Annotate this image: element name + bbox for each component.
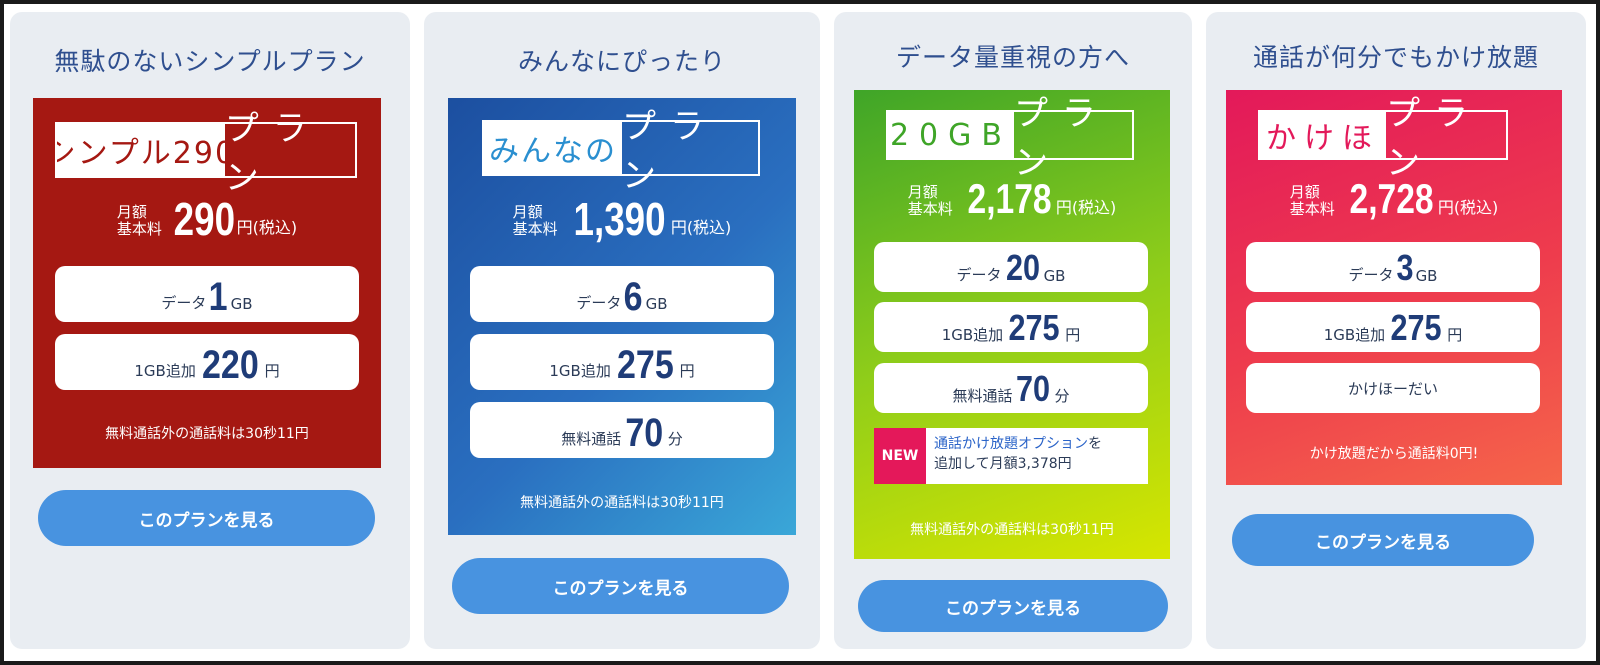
data-amount: 3 bbox=[1396, 247, 1414, 288]
price-label-monthly: 月額 bbox=[116, 203, 147, 221]
price-value: 2,728 bbox=[1349, 175, 1434, 222]
plan-logo: 20GB プラン bbox=[886, 94, 1134, 183]
plan-logo-suffix: プラン bbox=[621, 107, 718, 196]
view-plan-button[interactable]: このプランを見る bbox=[1232, 514, 1534, 566]
additional-data-price: 220 bbox=[201, 343, 259, 387]
price-unit: 円(税込) bbox=[1437, 198, 1499, 217]
data-allowance-row: データ 1 GB bbox=[55, 266, 359, 322]
price-label-monthly: 月額 bbox=[1289, 183, 1320, 201]
plan-logo: かけほ プラン bbox=[1258, 94, 1508, 183]
unlimited-call-row: かけほーだい bbox=[1246, 363, 1540, 413]
price-label-base: 基本料 bbox=[907, 200, 953, 218]
plan-logo-name: 20GB bbox=[888, 112, 1014, 158]
data-allowance-row: データ 6 GB bbox=[470, 266, 774, 322]
plan-logo: シンプル290 プラン bbox=[55, 109, 357, 198]
plan-card-simple: 無駄のないシンプルプラン シンプル290 プラン 月額 基本料 290 円(税込… bbox=[10, 12, 410, 649]
plan-panel: かけほ プラン 月額 基本料 2,728 円(税込) データ 3 GB 1GB追… bbox=[1226, 90, 1562, 485]
plan-logo: みんなの プラン bbox=[482, 107, 760, 196]
view-plan-button[interactable]: このプランを見る bbox=[452, 558, 789, 614]
view-plan-button[interactable]: このプランを見る bbox=[858, 580, 1168, 632]
plan-tagline: みんなにぴったり bbox=[517, 47, 726, 76]
plan-card-kakeho: 通話が何分でもかけ放題 かけほ プラン 月額 基本料 2,728 円(税込) デ… bbox=[1206, 12, 1586, 649]
price-label-base: 基本料 bbox=[116, 220, 162, 238]
call-rate-note: 無料通話外の通話料は30秒11円 bbox=[105, 426, 309, 442]
plan-logo-name: みんなの bbox=[484, 122, 622, 174]
monthly-price: 月額 基本料 2,728 円(税込) bbox=[1226, 176, 1562, 222]
call-rate-note: 無料通話外の通話料は30秒11円 bbox=[910, 522, 1114, 538]
plan-tagline: データ量重視の方へ bbox=[895, 43, 1130, 72]
additional-data-price: 275 bbox=[1008, 307, 1060, 348]
plan-panel: 20GB プラン 月額 基本料 2,178 円(税込) データ 20 GB 1G… bbox=[854, 90, 1170, 559]
price-unit: 円(税込) bbox=[236, 218, 298, 237]
plan-logo-suffix: プラン bbox=[1385, 94, 1482, 183]
view-plan-button[interactable]: このプランを見る bbox=[38, 490, 375, 546]
data-amount: 6 bbox=[624, 275, 644, 319]
price-value: 290 bbox=[173, 193, 235, 245]
additional-data-row: 1GB追加 275 円 bbox=[1246, 302, 1540, 352]
option-link[interactable]: 通話かけ放題オプション bbox=[934, 436, 1088, 452]
call-rate-note: 無料通話外の通話料は30秒11円 bbox=[520, 495, 724, 511]
price-value: 2,178 bbox=[967, 175, 1052, 222]
free-call-row: 無料通話 70 分 bbox=[874, 363, 1148, 413]
price-label-base: 基本料 bbox=[512, 220, 558, 238]
free-call-minutes: 70 bbox=[625, 411, 664, 455]
price-value: 1,390 bbox=[573, 193, 666, 245]
price-label-monthly: 月額 bbox=[907, 183, 938, 201]
option-promo-text: 通話かけ放題オプションを 追加して月額3,378円 bbox=[934, 436, 1102, 472]
price-label-base: 基本料 bbox=[1289, 200, 1335, 218]
data-amount: 1 bbox=[209, 275, 229, 319]
data-allowance-row: データ 20 GB bbox=[874, 242, 1148, 292]
monthly-price: 月額 基本料 1,390 円(税込) bbox=[448, 196, 796, 242]
additional-data-price: 275 bbox=[616, 343, 674, 387]
monthly-price: 月額 基本料 2,178 円(税込) bbox=[854, 176, 1170, 222]
additional-data-price: 275 bbox=[1390, 307, 1442, 348]
plan-panel: シンプル290 プラン 月額 基本料 290 円(税込) データ 1 GB 1G… bbox=[33, 98, 381, 468]
price-unit: 円(税込) bbox=[670, 218, 732, 237]
plan-logo-name: シンプル290 bbox=[57, 124, 225, 176]
option-promo[interactable]: NEW 通話かけ放題オプションを 追加して月額3,378円 bbox=[874, 428, 1148, 484]
free-call-row: 無料通話 70 分 bbox=[470, 402, 774, 458]
plan-logo-name: かけほ bbox=[1260, 112, 1386, 158]
plan-tagline: 無駄のないシンプルプラン bbox=[54, 47, 366, 76]
call-rate-note: かけ放題だから通話料0円! bbox=[1309, 446, 1479, 462]
price-unit: 円(税込) bbox=[1055, 198, 1117, 217]
data-amount: 20 bbox=[1005, 247, 1040, 288]
plan-logo-suffix: プラン bbox=[224, 109, 321, 198]
plan-logo-suffix: プラン bbox=[1013, 94, 1110, 183]
new-badge: NEW bbox=[874, 428, 926, 484]
free-call-minutes: 70 bbox=[1016, 368, 1051, 409]
data-allowance-row: データ 3 GB bbox=[1246, 242, 1540, 292]
plan-panel: みんなの プラン 月額 基本料 1,390 円(税込) データ 6 GB 1GB… bbox=[448, 98, 796, 535]
plan-card-20gb: データ量重視の方へ 20GB プラン 月額 基本料 2,178 円(税込) デー… bbox=[834, 12, 1192, 649]
plan-tagline: 通話が何分でもかけ放題 bbox=[1252, 43, 1539, 72]
price-label-monthly: 月額 bbox=[512, 203, 543, 221]
additional-data-row: 1GB追加 220 円 bbox=[55, 334, 359, 390]
additional-data-row: 1GB追加 275 円 bbox=[470, 334, 774, 390]
monthly-price: 月額 基本料 290 円(税込) bbox=[33, 196, 381, 242]
plan-card-minna: みんなにぴったり みんなの プラン 月額 基本料 1,390 円(税込) データ… bbox=[424, 12, 820, 649]
additional-data-row: 1GB追加 275 円 bbox=[874, 302, 1148, 352]
